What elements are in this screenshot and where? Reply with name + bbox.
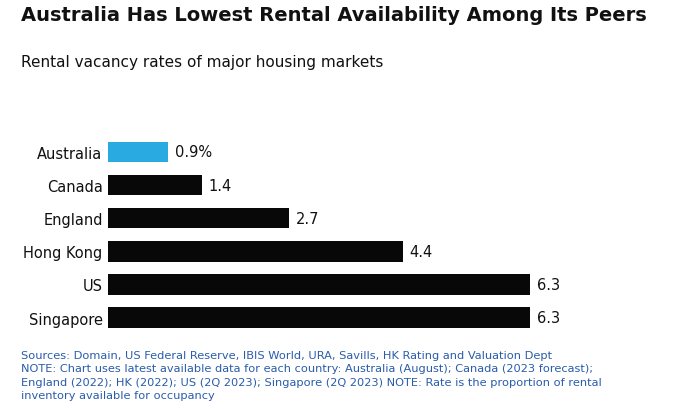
Bar bbox=[108, 308, 530, 328]
Bar bbox=[108, 175, 202, 196]
Bar bbox=[108, 142, 168, 163]
Bar bbox=[108, 274, 530, 295]
Bar bbox=[108, 208, 289, 229]
Text: Sources: Domain, US Federal Reserve, IBIS World, URA, Savills, HK Rating and Val: Sources: Domain, US Federal Reserve, IBI… bbox=[21, 350, 602, 400]
Text: 4.4: 4.4 bbox=[410, 244, 433, 259]
Text: Australia Has Lowest Rental Availability Among Its Peers: Australia Has Lowest Rental Availability… bbox=[21, 6, 646, 25]
Text: 1.4: 1.4 bbox=[209, 178, 232, 193]
Bar bbox=[108, 241, 403, 262]
Text: Rental vacancy rates of major housing markets: Rental vacancy rates of major housing ma… bbox=[21, 55, 383, 70]
Text: 6.3: 6.3 bbox=[537, 310, 560, 325]
Text: 0.9%: 0.9% bbox=[175, 145, 212, 160]
Text: 6.3: 6.3 bbox=[537, 277, 560, 292]
Text: 2.7: 2.7 bbox=[296, 211, 319, 226]
